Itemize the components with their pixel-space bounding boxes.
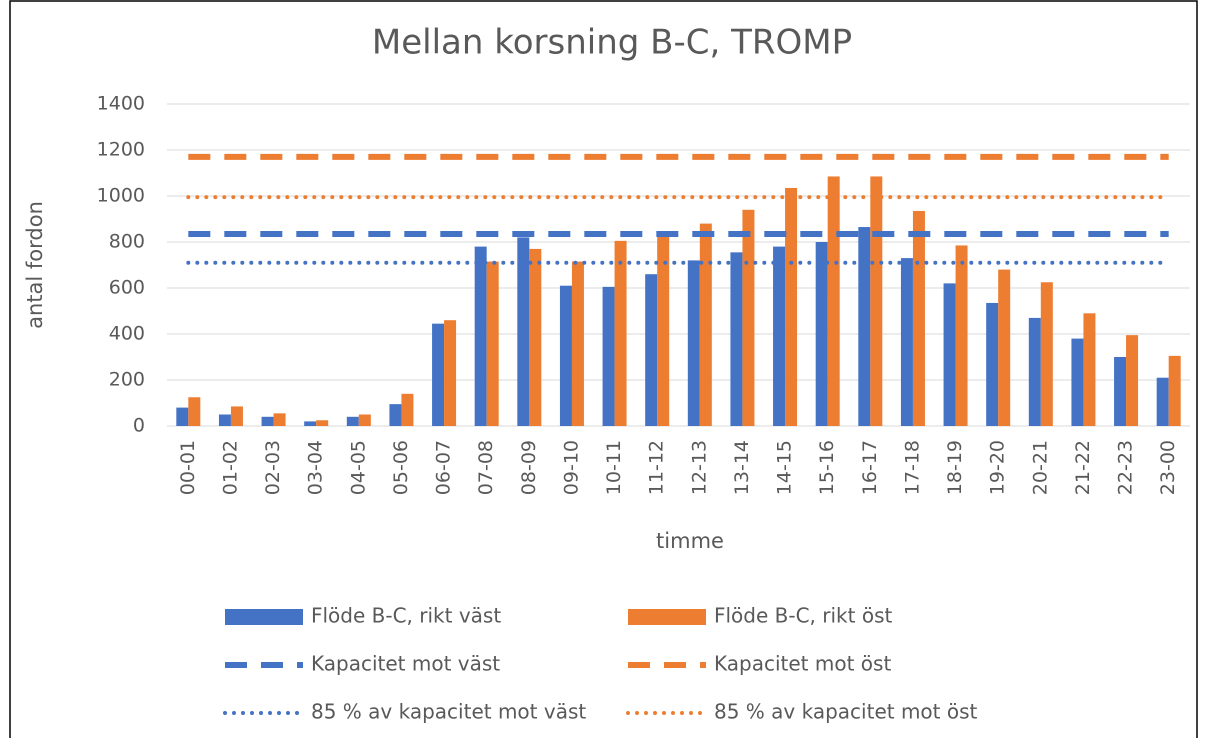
- chart-title: Mellan korsning B-C, TROMP: [372, 23, 852, 63]
- legend-label: 85 % av kapacitet mot öst: [714, 700, 978, 724]
- x-tick-label: 05-06: [390, 440, 412, 495]
- bar: [687, 260, 700, 426]
- bar: [645, 274, 658, 426]
- bar: [346, 416, 359, 426]
- bar: [1114, 357, 1127, 426]
- bar: [602, 286, 615, 426]
- x-tick-label: 12-13: [688, 440, 710, 495]
- bar: [474, 246, 487, 426]
- bar: [316, 420, 329, 426]
- bar: [955, 245, 968, 426]
- bar: [261, 416, 274, 426]
- bar: [614, 240, 627, 426]
- bar: [785, 187, 798, 426]
- bar: [444, 320, 457, 426]
- bar: [1126, 335, 1139, 426]
- bar: [176, 407, 189, 426]
- x-tick-label: 17-18: [901, 440, 923, 495]
- bar: [1168, 355, 1181, 426]
- x-tick-label: 07-08: [475, 440, 497, 495]
- bar: [870, 176, 883, 426]
- x-tick-label: 04-05: [347, 440, 369, 495]
- bar: [401, 393, 414, 426]
- bar: [1156, 377, 1169, 426]
- bar: [986, 302, 999, 426]
- bar: [773, 246, 786, 426]
- bar: [358, 414, 371, 426]
- x-tick-label: 01-02: [219, 440, 241, 495]
- bar: [1040, 282, 1053, 426]
- bar: [699, 223, 712, 426]
- x-tick-label: 03-04: [305, 440, 327, 495]
- bar: [1083, 313, 1096, 426]
- legend-label: Flöde B-C, rikt öst: [714, 604, 892, 628]
- y-axis-label: antal fordon: [23, 201, 47, 329]
- legend-label: Kapacitet mot väst: [311, 652, 500, 676]
- bar: [943, 283, 956, 426]
- bar: [571, 261, 584, 426]
- x-tick-label: 10-11: [603, 440, 625, 495]
- bar: [559, 285, 572, 426]
- bar: [1071, 338, 1084, 426]
- x-tick-label: 13-14: [731, 440, 753, 495]
- legend-marker: [628, 609, 706, 625]
- bar: [273, 413, 286, 426]
- y-tick-label: 600: [109, 277, 145, 299]
- bar: [517, 237, 530, 426]
- bar: [730, 252, 743, 426]
- x-tick-label: 14-15: [774, 440, 796, 495]
- x-tick-label: 22-23: [1115, 440, 1137, 495]
- y-tick-label: 400: [109, 323, 145, 345]
- x-tick-label: 00-01: [177, 440, 199, 495]
- bar: [815, 242, 828, 426]
- y-tick-label: 1200: [97, 139, 145, 161]
- bar: [218, 414, 231, 426]
- bar: [230, 406, 243, 426]
- x-tick-label: 18-19: [944, 440, 966, 495]
- x-tick-label: 19-20: [987, 440, 1009, 495]
- bar: [827, 176, 840, 426]
- bar: [304, 421, 317, 426]
- x-tick-label: 06-07: [433, 440, 455, 495]
- bar: [858, 227, 871, 426]
- y-tick-label: 0: [133, 415, 145, 437]
- bar: [432, 323, 445, 426]
- legend-label: Flöde B-C, rikt väst: [311, 604, 501, 628]
- bar: [998, 269, 1011, 426]
- bar: [188, 397, 201, 426]
- x-axis-label: timme: [656, 529, 724, 553]
- x-tick-label: 15-16: [816, 440, 838, 495]
- legend-marker: [225, 609, 303, 625]
- x-tick-label: 08-09: [518, 440, 540, 495]
- y-tick-label: 1400: [97, 93, 145, 115]
- bar: [529, 248, 542, 426]
- x-tick-label: 11-12: [646, 440, 668, 495]
- bar: [389, 404, 402, 426]
- bar: [657, 236, 670, 426]
- y-tick-label: 1000: [97, 185, 145, 207]
- bar: [900, 258, 913, 426]
- y-tick-label: 200: [109, 369, 145, 391]
- x-tick-label: 23-00: [1157, 440, 1179, 495]
- bar: [912, 210, 925, 426]
- bar: [742, 209, 755, 426]
- y-tick-label: 800: [109, 231, 145, 253]
- x-tick-label: 02-03: [262, 440, 284, 495]
- bar: [1028, 317, 1041, 426]
- legend-label: Kapacitet mot öst: [714, 652, 891, 676]
- x-tick-label: 16-17: [859, 440, 881, 495]
- bar: [486, 261, 499, 426]
- x-tick-label: 09-10: [560, 440, 582, 495]
- legend-label: 85 % av kapacitet mot väst: [311, 700, 586, 724]
- x-tick-label: 20-21: [1029, 440, 1051, 495]
- x-tick-label: 21-22: [1072, 440, 1094, 495]
